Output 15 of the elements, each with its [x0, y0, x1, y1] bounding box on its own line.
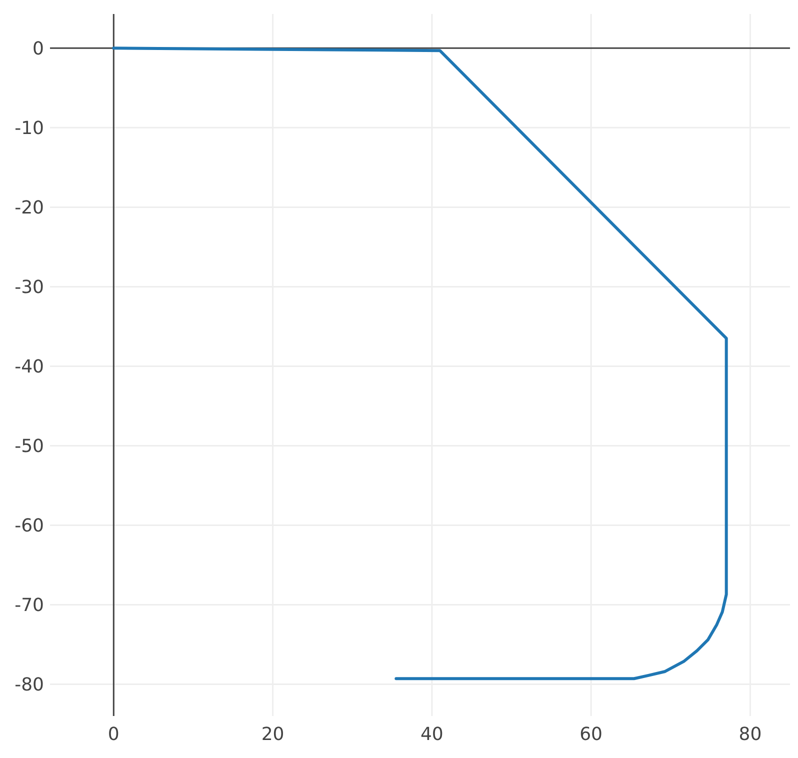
x-tick-label: 20	[261, 724, 284, 745]
y-tick-label: -40	[14, 356, 44, 378]
x-tick-label: 0	[108, 724, 120, 745]
y-tick-label: -80	[14, 674, 44, 696]
y-tick-label: -60	[14, 515, 44, 536]
y-tick-label: -70	[14, 595, 44, 616]
y-tick-label: -10	[14, 118, 44, 139]
y-tick-label: 0	[32, 38, 44, 60]
y-tick-label: -50	[14, 436, 44, 457]
x-tick-label: 80	[738, 724, 762, 745]
y-tick-label: -20	[14, 197, 44, 218]
x-tick-label: 40	[420, 724, 444, 745]
y-tick-label: -30	[14, 276, 44, 298]
x-tick-label: 60	[580, 724, 603, 745]
line-series	[112, 46, 728, 680]
